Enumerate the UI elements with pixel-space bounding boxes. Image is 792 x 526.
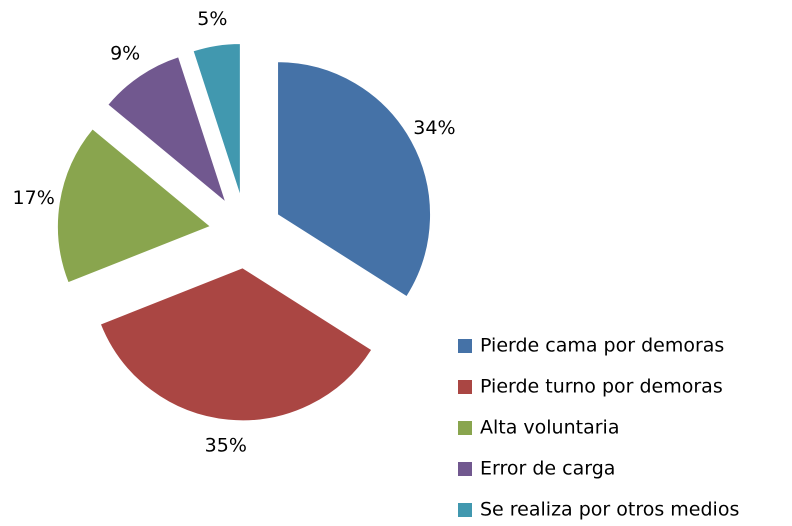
legend-swatch — [458, 339, 472, 353]
pie-slice — [192, 42, 241, 197]
legend-swatch — [458, 380, 472, 394]
data-label: 35% — [205, 435, 247, 457]
legend-label: Se realiza por otros medios — [480, 499, 739, 521]
pie-slice — [56, 128, 212, 284]
pie-slice — [107, 56, 227, 204]
pie-slice — [99, 267, 373, 422]
data-label: 9% — [110, 43, 140, 65]
legend-label: Alta voluntaria — [480, 417, 619, 439]
legend-label: Pierde turno por demoras — [480, 376, 723, 398]
data-label: 34% — [413, 117, 455, 139]
data-label: 5% — [197, 8, 227, 30]
legend-label: Pierde cama por demoras — [480, 335, 724, 357]
pie-slice — [277, 61, 431, 298]
legend-swatch — [458, 421, 472, 435]
data-label: 17% — [13, 187, 55, 209]
legend-swatch — [458, 503, 472, 517]
legend-label: Error de carga — [480, 458, 615, 480]
legend-swatch — [458, 462, 472, 476]
